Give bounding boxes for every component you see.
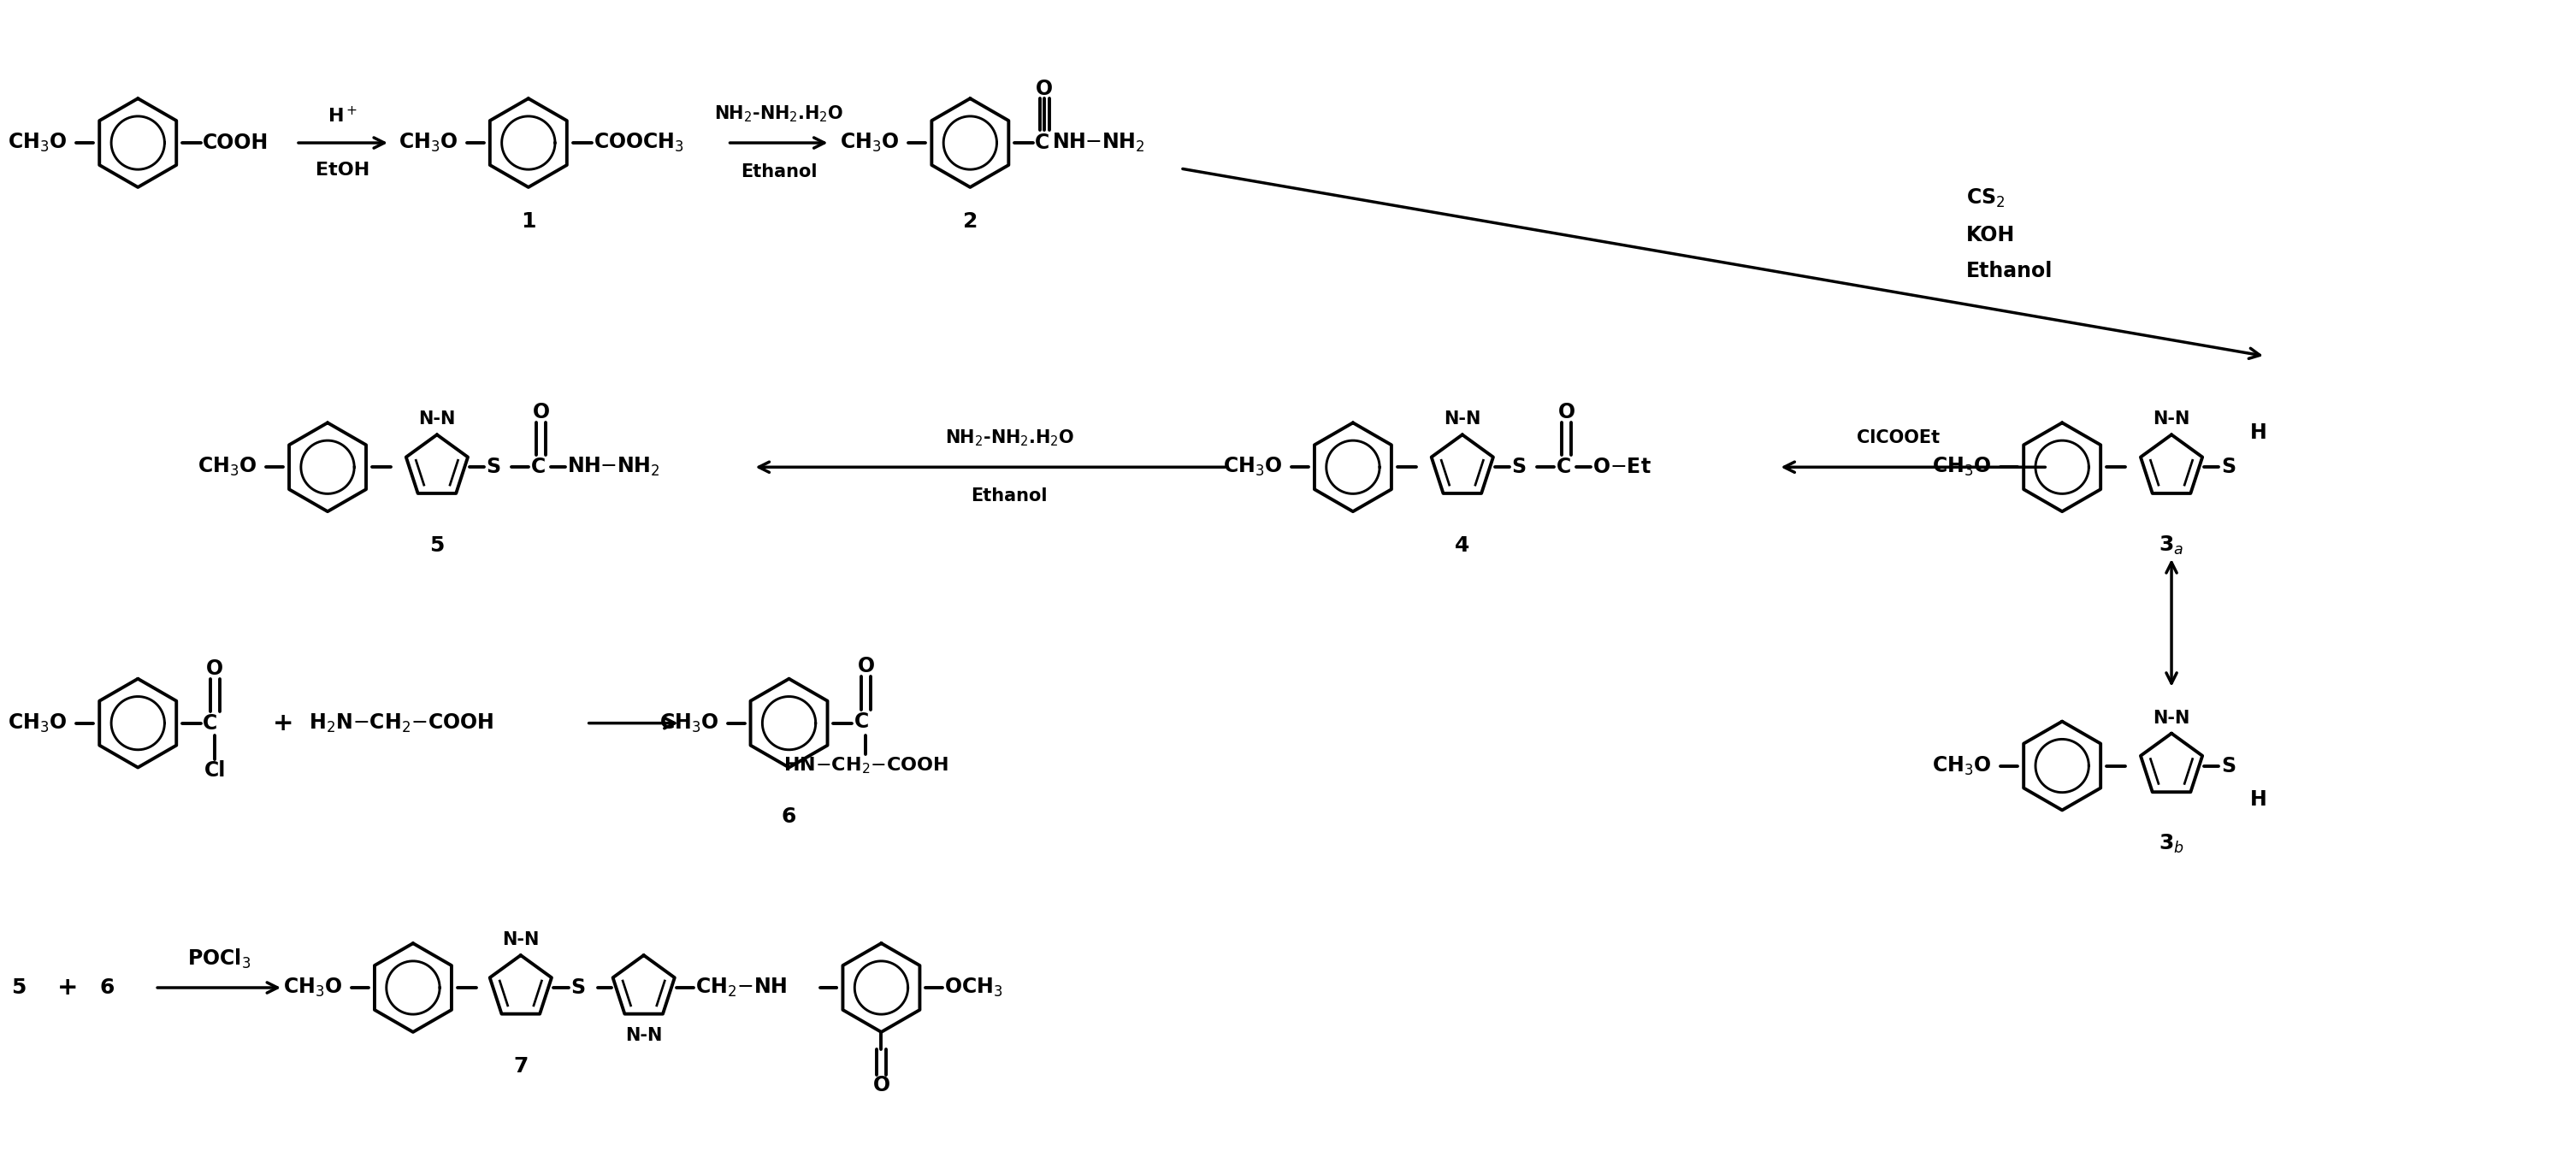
Text: C: C — [531, 457, 546, 478]
Text: CH$_3$O: CH$_3$O — [1224, 456, 1283, 479]
Text: HN$-$CH$_2$$-$COOH: HN$-$CH$_2$$-$COOH — [783, 756, 948, 776]
Text: O: O — [873, 1075, 889, 1096]
Text: POCl$_3$: POCl$_3$ — [188, 947, 250, 970]
Text: S: S — [1512, 457, 1525, 478]
Text: CH$_3$O: CH$_3$O — [198, 456, 258, 479]
Text: O: O — [858, 656, 873, 677]
Text: 1: 1 — [520, 211, 536, 231]
Text: +: + — [57, 976, 77, 1000]
Text: H$_2$N$-$CH$_2$$-$COOH: H$_2$N$-$CH$_2$$-$COOH — [309, 712, 495, 734]
Text: H$^+$: H$^+$ — [327, 106, 358, 125]
Text: CH$_3$O: CH$_3$O — [659, 712, 719, 734]
Text: S: S — [2221, 755, 2236, 776]
Text: NH$-$NH$_2$: NH$-$NH$_2$ — [567, 456, 659, 479]
Text: C: C — [853, 711, 868, 732]
Text: S: S — [487, 457, 500, 478]
Text: 6: 6 — [781, 807, 796, 828]
Text: CH$_3$O: CH$_3$O — [1932, 456, 1991, 479]
Text: Ethanol: Ethanol — [971, 488, 1048, 504]
Text: CS$_2$: CS$_2$ — [1965, 188, 2004, 209]
Text: O: O — [1558, 402, 1574, 422]
Text: N-N: N-N — [2154, 709, 2190, 726]
Text: NH$_2$-NH$_2$.H$_2$O: NH$_2$-NH$_2$.H$_2$O — [945, 428, 1074, 448]
Text: NH$_2$-NH$_2$.H$_2$O: NH$_2$-NH$_2$.H$_2$O — [714, 104, 842, 124]
Text: O$-$Et: O$-$Et — [1592, 457, 1651, 478]
Text: C: C — [1036, 132, 1051, 153]
Text: S: S — [2221, 457, 2236, 478]
Text: CH$_3$O: CH$_3$O — [399, 131, 459, 154]
Text: COOCH$_3$: COOCH$_3$ — [592, 131, 685, 154]
Text: N-N: N-N — [502, 931, 538, 948]
Text: Ethanol: Ethanol — [739, 163, 817, 181]
Text: O: O — [206, 658, 224, 679]
Text: 5: 5 — [10, 977, 26, 998]
Text: 2: 2 — [963, 211, 976, 231]
Text: N-N: N-N — [1443, 411, 1481, 428]
Text: CH$_3$O: CH$_3$O — [283, 976, 343, 999]
Text: CH$_3$O: CH$_3$O — [840, 131, 899, 154]
Text: Cl: Cl — [204, 760, 227, 780]
Text: 5: 5 — [430, 535, 446, 556]
Text: CH$_2$$-$NH: CH$_2$$-$NH — [696, 976, 786, 999]
Text: 3$_a$: 3$_a$ — [2159, 534, 2184, 557]
Text: +: + — [273, 711, 294, 735]
Text: ClCOOEt: ClCOOEt — [1857, 429, 1940, 447]
Text: C: C — [204, 712, 216, 733]
Text: S: S — [569, 977, 585, 998]
Text: CH$_3$O: CH$_3$O — [1932, 755, 1991, 777]
Text: 7: 7 — [513, 1055, 528, 1076]
Text: N-N: N-N — [2154, 411, 2190, 428]
Text: 6: 6 — [100, 977, 113, 998]
Text: 3$_b$: 3$_b$ — [2159, 833, 2184, 855]
Text: CH$_3$O: CH$_3$O — [8, 131, 67, 154]
Text: COOH: COOH — [204, 132, 268, 153]
Text: NH$-$NH$_2$: NH$-$NH$_2$ — [1051, 131, 1146, 154]
Text: O: O — [533, 402, 549, 422]
Text: O: O — [1036, 78, 1054, 99]
Text: H: H — [2251, 422, 2267, 443]
Text: C: C — [1556, 457, 1571, 478]
Text: 4: 4 — [1455, 535, 1471, 556]
Text: OCH$_3$: OCH$_3$ — [945, 976, 1002, 999]
Text: N-N: N-N — [417, 411, 456, 428]
Text: H: H — [2251, 790, 2267, 810]
Text: CH$_3$O: CH$_3$O — [8, 712, 67, 734]
Text: N-N: N-N — [626, 1027, 662, 1044]
Text: KOH: KOH — [1965, 224, 2014, 245]
Text: EtOH: EtOH — [317, 161, 371, 178]
Text: Ethanol: Ethanol — [1965, 260, 2053, 281]
